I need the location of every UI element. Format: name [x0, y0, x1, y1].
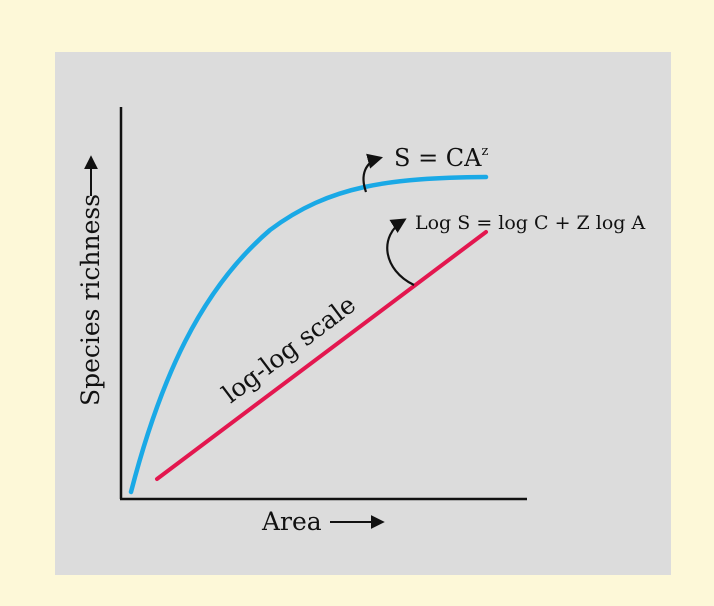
- curve-equation-pointer: [362, 153, 383, 193]
- diagram-panel: [55, 52, 671, 575]
- y-axis-label-group: Species richness: [76, 194, 105, 406]
- curve-equation: S = CAz: [394, 144, 489, 172]
- line-label: log-log scale: [217, 290, 361, 409]
- log-log-line: [155, 230, 488, 481]
- x-axis-label: Area: [261, 507, 322, 536]
- line-label-group: log-log scale: [217, 290, 361, 409]
- species-area-curve: [128, 174, 489, 495]
- line-equation-pointer: [386, 218, 415, 286]
- curve-equation-exponent: z: [482, 144, 489, 159]
- y-axis-label: Species richness: [76, 194, 105, 406]
- line-equation: Log S = log C + Z log A: [415, 212, 645, 234]
- curve-equation-base: S = CA: [394, 144, 482, 172]
